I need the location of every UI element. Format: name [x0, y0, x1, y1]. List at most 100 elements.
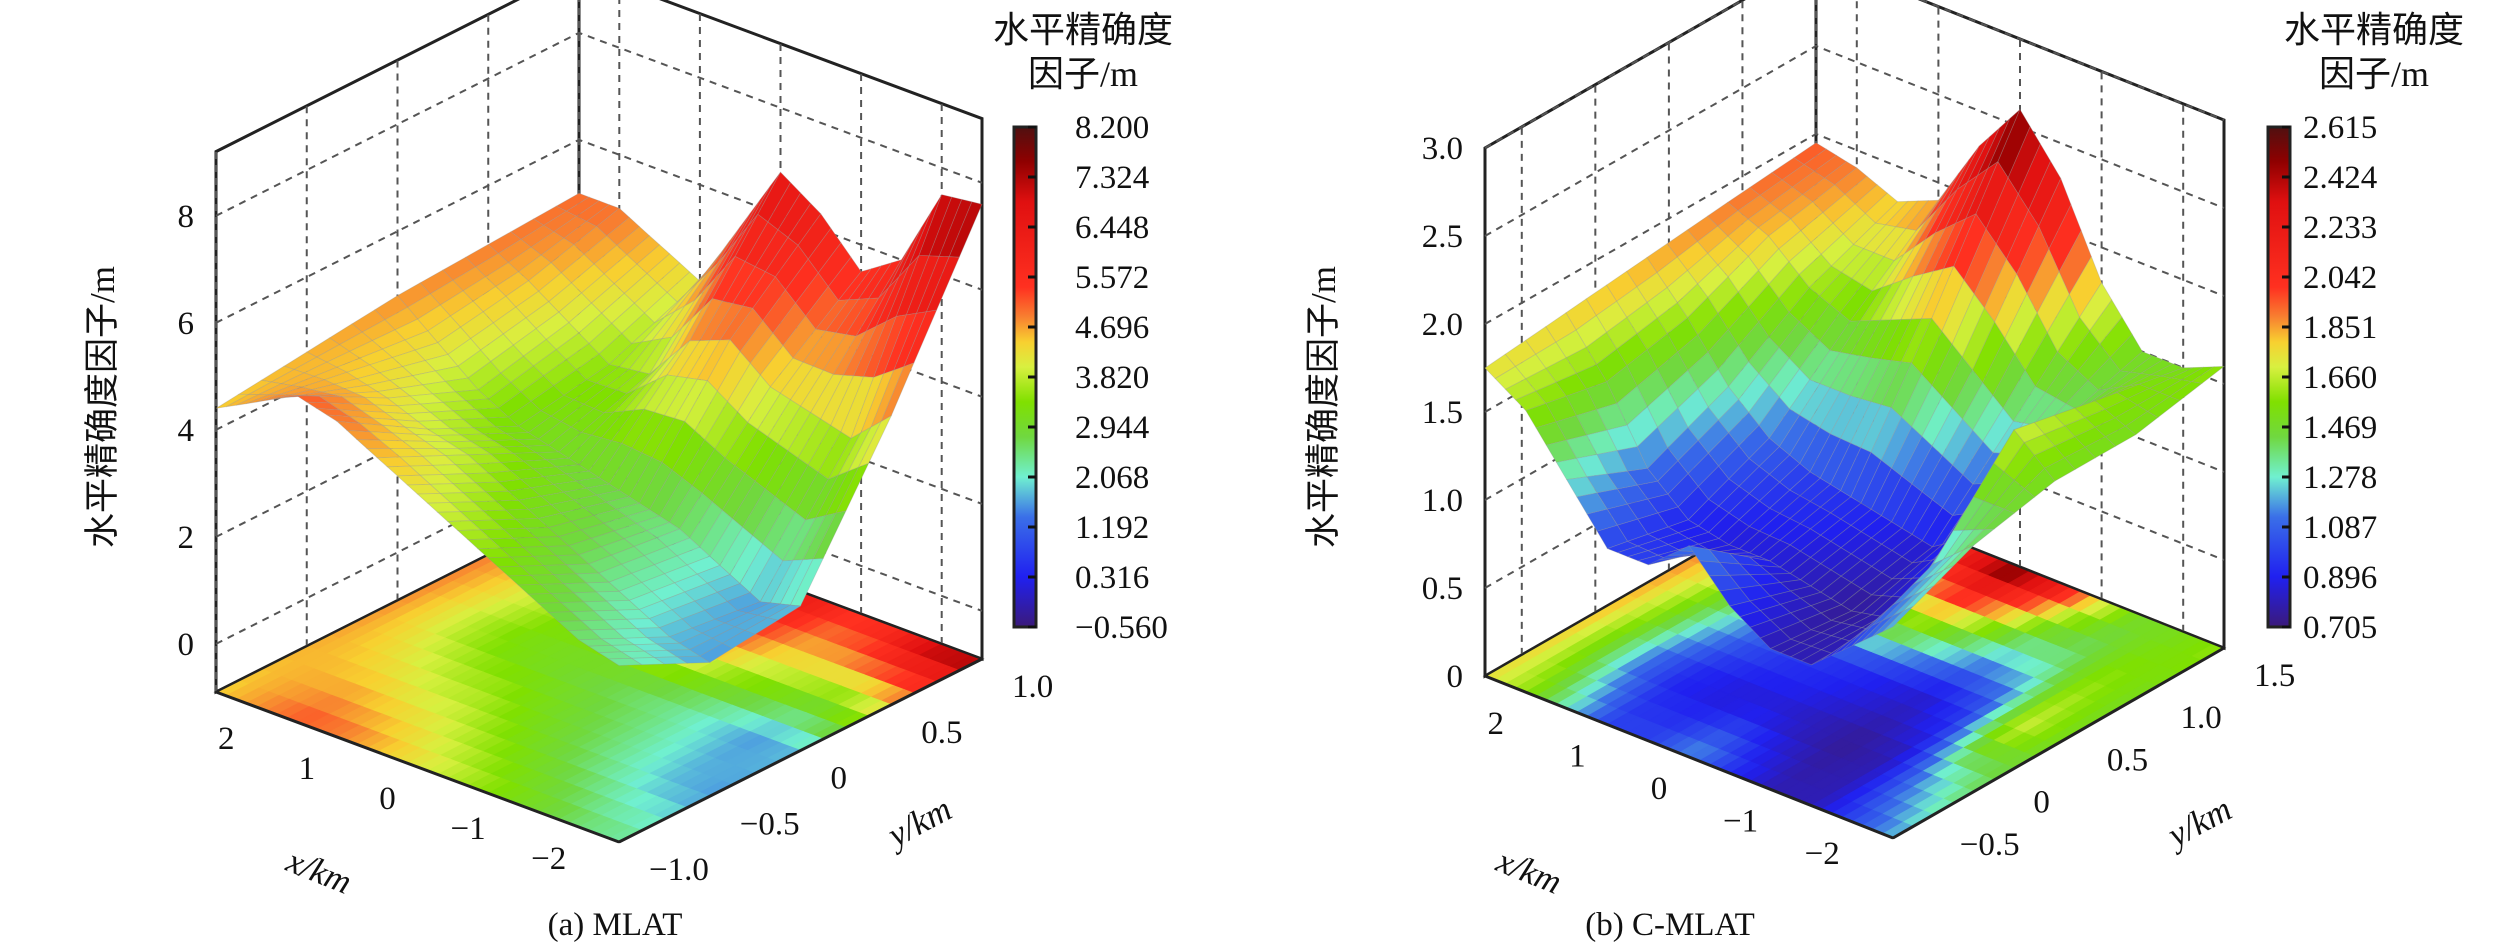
z-tick-label: 2: [178, 520, 195, 556]
colorbar-tick-label: 2.068: [1075, 460, 1149, 496]
colorbar-tick-label: 1.192: [1075, 510, 1149, 546]
surface-patch: [2190, 365, 2226, 384]
surface-patch: [744, 617, 779, 635]
z-gridline: [215, 31, 983, 217]
z-tick-label: 0: [1447, 659, 1464, 695]
y-tick-label: 0.5: [2107, 742, 2148, 778]
surface-patch: [2104, 425, 2137, 447]
z-tick-label: 1.5: [1422, 395, 1463, 431]
plot-c-mlat: 0 0.5 1.0 1.5 2.0 2.5 3.0 2 1 0 −1 −2 −0.5 0 0.5 1.0 1.5…: [1304, 0, 2464, 943]
colorbar-title-line1: 水平精确度: [2284, 10, 2464, 50]
colorbar-tick-label: 0.705: [2303, 610, 2377, 646]
colorbar-tick-label: 1.278: [2303, 460, 2377, 496]
colorbar-title-line1: 水平精确度: [993, 10, 1173, 50]
surface-patch: [721, 630, 757, 649]
colorbar-title-line2: 因子/m: [1028, 54, 1138, 94]
colorbar-tick-label: −0.560: [1075, 610, 1168, 646]
x-tick-label: −2: [1805, 836, 1840, 872]
colorbar-tick-label: 1.851: [2303, 310, 2377, 346]
x-axis-label: x/km: [1490, 841, 1567, 902]
surface-patch: [857, 414, 893, 469]
colorbar: 水平精确度因子/m 8.200 7.324 6.448 5.572 4.696 3.820 2…: [993, 10, 1173, 646]
y-tick-label: 1.5: [2254, 658, 2295, 694]
surface-patch: [1902, 585, 1934, 612]
z-gridline: [1484, 44, 2225, 237]
x-tick-label: 0: [379, 781, 396, 817]
surface: [1484, 108, 2226, 666]
z-tick-label: 8: [178, 199, 195, 235]
y-tick-label: 0: [831, 761, 848, 797]
surface-patch: [653, 656, 689, 665]
x-tick-label: −1: [451, 811, 486, 847]
z-tick-label: 0.5: [1422, 571, 1463, 607]
y-axis-label: y/km: [2159, 789, 2238, 856]
surface-patch: [835, 462, 870, 514]
figure-caption: (a) MLAT: [548, 907, 683, 943]
x-axis-line: [215, 690, 620, 844]
z-tick-label: 2.5: [1422, 219, 1463, 255]
surface-patch: [675, 655, 712, 664]
colorbar-tick-label: 1.469: [2303, 410, 2377, 446]
surface-patch: [1923, 565, 1954, 592]
surface-patch: [2146, 396, 2181, 419]
colorbar-tick-label: 2.042: [2303, 260, 2377, 296]
colorbar-title-line2: 因子/m: [2319, 54, 2429, 94]
x-tick-label: 1: [1569, 739, 1586, 775]
y-axis-label: y/km: [879, 789, 958, 856]
colorbar-tick-label: 1.087: [2303, 510, 2377, 546]
surface-patch: [630, 657, 666, 666]
y-tick-label: 0: [2033, 785, 2050, 821]
colorbar-tick-label: 2.944: [1075, 410, 1149, 446]
colorbar-tick-label: 2.615: [2303, 110, 2377, 146]
y-tick-label: −1.0: [649, 852, 709, 888]
colorbar-tick-label: 3.820: [1075, 360, 1149, 396]
colorbar-tick-label: 1.660: [2303, 360, 2377, 396]
x-tick-label: 2: [218, 721, 235, 757]
surface-patch: [2084, 436, 2117, 459]
x-axis-line: [1484, 674, 1894, 840]
surface-patch: [1882, 606, 1914, 632]
colorbar-tick-label: 0.896: [2303, 560, 2377, 596]
colorbar-tick-label: 6.448: [1075, 210, 1149, 246]
y-tick-label: 1.0: [1012, 669, 1053, 705]
y-tick-label: 0.5: [921, 715, 962, 751]
surface: [215, 171, 983, 666]
z-tick-label: 1.0: [1422, 483, 1463, 519]
x-tick-label: −1: [1723, 803, 1758, 839]
y-tick-label: −0.5: [1960, 827, 2020, 863]
surface-patch: [925, 256, 960, 313]
plot-mlat: 0 2 4 6 8 2 1 0 −1 −2 −1.0 −0.5 0 0.5 1.0 水平精确度因子/m x/km…: [83, 0, 1173, 943]
colorbar-tick-label: 4.696: [1075, 310, 1149, 346]
z-axis-label: 水平精确度因子/m: [1304, 266, 1343, 548]
colorbar-tick-label: 5.572: [1075, 260, 1149, 296]
surface-patch: [2124, 410, 2159, 436]
surface-patch: [698, 642, 734, 663]
surface-patch: [1963, 528, 1996, 551]
z-tick-label: 3.0: [1422, 131, 1463, 167]
surface-patch: [607, 657, 644, 666]
x-tick-label: 2: [1488, 706, 1505, 742]
z-tick-label: 0: [178, 627, 195, 663]
colorbar-tick-label: 0.316: [1075, 560, 1149, 596]
surface-patch: [2168, 381, 2203, 401]
colorbar-tick-label: 7.324: [1075, 160, 1149, 196]
colorbar-tick-label: 8.200: [1075, 110, 1149, 146]
y-axis-line: [1892, 646, 2225, 840]
x-tick-label: 0: [1651, 771, 1668, 807]
z-axis-label: 水平精确度因子/m: [83, 266, 122, 548]
y-tick-label: 1.0: [2180, 700, 2221, 736]
z-tick-label: 6: [178, 306, 195, 342]
colorbar: 水平精确度因子/m 2.615 2.424 2.233 2.042 1.851 1.660 1…: [2266, 10, 2464, 646]
z-tick-label: 4: [178, 413, 195, 449]
colorbar-tick-label: 2.424: [2303, 160, 2377, 196]
x-tick-label: 1: [299, 751, 316, 787]
surface-patch: [1943, 544, 1975, 571]
x-axis-label: x/km: [280, 841, 357, 902]
colorbar-tick-label: 2.233: [2303, 210, 2377, 246]
y-tick-label: −0.5: [740, 806, 800, 842]
z-tick-label: 2.0: [1422, 307, 1463, 343]
y-axis-line: [618, 657, 983, 844]
figure-caption: (b) C-MLAT: [1585, 907, 1755, 943]
x-tick-label: −2: [531, 841, 566, 877]
